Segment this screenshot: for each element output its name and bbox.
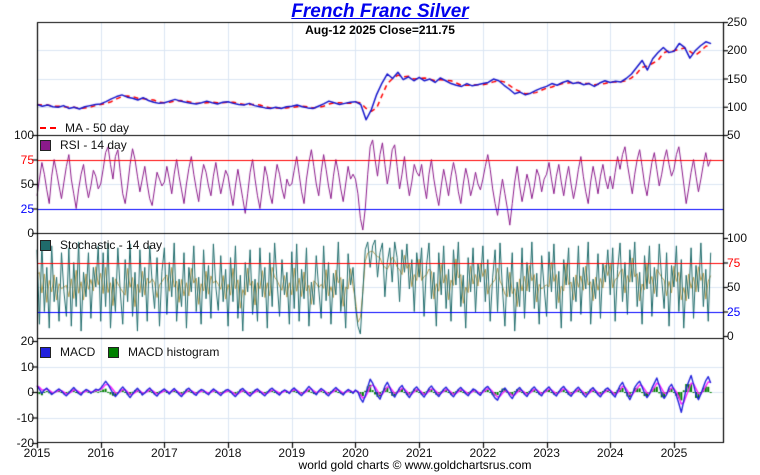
macd-square-marker xyxy=(40,346,51,358)
price-axis-label: 250 xyxy=(727,15,748,29)
rsi-axis-label: 25 xyxy=(20,201,34,216)
stochastic-axis-label: 50 xyxy=(727,280,741,294)
x-axis-year-label: 2023 xyxy=(533,446,560,460)
rsi-square-marker xyxy=(40,139,51,151)
x-axis-year-label: 2020 xyxy=(342,446,369,460)
legend-rsi-label: RSI - 14 day xyxy=(60,138,127,152)
legend-macd-histogram-label: MACD histogram xyxy=(128,345,220,359)
stochastic-axis-label: 75 xyxy=(727,255,741,270)
x-axis-year-label: 2015 xyxy=(23,446,51,460)
footer-credit: world gold charts © www.goldchartsrus.co… xyxy=(298,458,532,472)
macd-axis-label: -20 xyxy=(16,436,34,450)
legend-macd: MACD xyxy=(40,345,95,359)
price-axis-label: 150 xyxy=(727,71,748,86)
x-axis-year-label: 2021 xyxy=(405,446,433,460)
macd-histogram-square-marker xyxy=(108,346,119,358)
ma-dashed-line-marker xyxy=(40,127,56,129)
stochastic-axis-label: 0 xyxy=(727,329,734,343)
x-axis-year-label: 2019 xyxy=(278,446,306,460)
x-axis-year-label: 2016 xyxy=(87,446,115,460)
page-title: French Franc Silver xyxy=(291,1,469,22)
x-axis-year-label: 2017 xyxy=(151,446,178,460)
x-axis-year-label: 2022 xyxy=(469,446,497,460)
x-axis-year-label: 2024 xyxy=(596,446,624,460)
rsi-axis-label: 0 xyxy=(27,226,34,240)
stochastic-axis-label: 25 xyxy=(727,304,741,319)
x-axis-year-label: 2025 xyxy=(660,446,688,460)
legend-macd-histogram: MACD histogram xyxy=(108,345,219,359)
rsi-axis-label: 100 xyxy=(13,128,34,142)
macd-axis-label: -10 xyxy=(16,410,34,425)
price-axis-label: 100 xyxy=(727,99,748,114)
legend-macd-label: MACD xyxy=(60,345,96,359)
price-axis-label: 50 xyxy=(727,128,741,142)
price-axis-label: 200 xyxy=(727,43,748,58)
legend-ma50: MA - 50 day xyxy=(40,121,129,135)
legend-stochastic: Stochastic - 14 day xyxy=(40,238,162,252)
legend-ma50-label: MA - 50 day xyxy=(65,121,130,135)
legend-rsi: RSI - 14 day xyxy=(40,138,127,152)
stochastic-axis-label: 100 xyxy=(727,231,748,245)
macd-axis-label: 20 xyxy=(20,334,34,348)
legend-stochastic-label: Stochastic - 14 day xyxy=(60,238,163,252)
x-axis-year-label: 2018 xyxy=(214,446,242,460)
rsi-axis-label: 75 xyxy=(20,152,34,167)
rsi-axis-label: 50 xyxy=(20,177,34,191)
macd-axis-label: 0 xyxy=(27,385,34,399)
chart-subtitle: Aug-12 2025 Close=211.75 xyxy=(305,23,455,37)
stochastic-square-marker xyxy=(40,239,51,251)
macd-axis-label: 10 xyxy=(20,359,34,374)
